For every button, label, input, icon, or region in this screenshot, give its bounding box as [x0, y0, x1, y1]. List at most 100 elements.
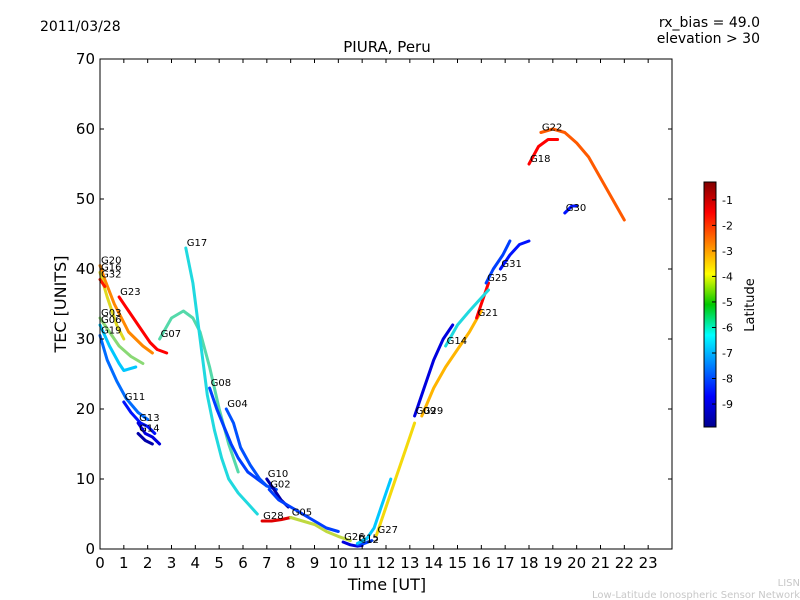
series-line-g17: [184, 246, 259, 516]
series-line-g03: [98, 316, 145, 365]
series-line-g14: [136, 432, 154, 446]
rx-bias-label: rx_bias = 49.0: [659, 15, 760, 31]
series-line-g09: [413, 323, 455, 418]
x-tick-label: 4: [191, 554, 201, 572]
colorbar-ticks: -1 -2 -3 -4 -5 -6 -7 -8 -9: [712, 194, 733, 411]
plot-area: G20G16G32G23G03G06G19G11G13G14G07G17G08G…: [76, 50, 673, 572]
series-label: G32: [101, 270, 121, 281]
series-label: G18: [530, 154, 550, 165]
x-tick-label: 16: [472, 554, 491, 572]
series-label: G08: [211, 378, 231, 389]
x-tick-label: 21: [591, 554, 610, 572]
series-label: G22: [542, 123, 562, 134]
series-line-g30: [563, 204, 579, 215]
series-label: G02: [270, 480, 290, 491]
colorbar-tick-label: -9: [722, 398, 733, 411]
x-tick-label: 19: [543, 554, 562, 572]
x-tick-label: 2: [143, 554, 153, 572]
series-line-g22: [539, 127, 626, 222]
x-tick-label: 8: [286, 554, 296, 572]
x-tick-label: 22: [615, 554, 634, 572]
series-label: G21: [478, 308, 498, 319]
series-layer: G20G16G32G23G03G06G19G11G13G14G07G17G08G…: [98, 123, 626, 548]
x-tick-label: 20: [567, 554, 586, 572]
date-label: 2011/03/28: [40, 19, 121, 35]
series-label: G27: [378, 525, 398, 536]
colorbar-tick-label: -8: [722, 373, 733, 386]
colorbar-label: Latitude: [743, 278, 758, 332]
series-line-g25: [484, 239, 512, 285]
colorbar-tick-label: -6: [722, 321, 733, 334]
x-tick-label: 15: [448, 554, 467, 572]
watermark-network: Low-Latitude Ionospheric Sensor Network: [592, 590, 800, 600]
series-line-g08: [208, 386, 269, 488]
series-line-g02: [267, 488, 340, 533]
x-tick-label: 9: [310, 554, 320, 572]
series-label: G07: [161, 329, 181, 340]
series-label: G20: [101, 256, 121, 267]
series-line-g15: [355, 477, 393, 545]
colorbar-gradient: [703, 181, 717, 428]
x-tick-label: 13: [400, 554, 419, 572]
x-tick-label: 18: [519, 554, 538, 572]
series-line-g29: [420, 309, 483, 418]
series-label: G19: [101, 326, 121, 337]
colorbar-tick-label: -5: [722, 296, 733, 309]
colorbar-tick-label: -3: [722, 245, 733, 258]
series-label: G14: [447, 336, 467, 347]
x-tick-label: 5: [214, 554, 224, 572]
x-tick-label: 10: [329, 554, 348, 572]
x-tick-label: 23: [639, 554, 658, 572]
y-tick-label: 40: [76, 260, 95, 278]
x-tick-label: 3: [167, 554, 177, 572]
x-axis: 0 1 2 3 4 5 6 7 8 9 10 11 12 13 14 15 16 17 18 19 20 21 22 23: [95, 59, 658, 572]
watermark-lisn: LISN: [778, 578, 800, 589]
y-tick-label: 10: [76, 470, 95, 488]
series-label: G26: [344, 532, 364, 543]
series-label: G09: [416, 406, 436, 417]
x-tick-label: 0: [95, 554, 105, 572]
series-line-g13: [136, 421, 162, 446]
colorbar-tick-label: -2: [722, 219, 733, 232]
series-label: G15: [358, 533, 378, 544]
series-line-g05: [289, 516, 352, 543]
series-label: G12: [358, 535, 378, 546]
y-axis-label: TEC [UNITS]: [51, 256, 70, 354]
series-label: G17: [187, 238, 207, 249]
series-line-g28: [260, 516, 293, 523]
y-tick-label: 20: [76, 400, 95, 418]
series-label: G05: [292, 508, 312, 519]
series-line-g11: [122, 400, 157, 435]
x-tick-label: 12: [376, 554, 395, 572]
series-label: G29: [423, 406, 443, 417]
y-tick-label: 60: [76, 120, 95, 138]
series-line-g27: [375, 421, 417, 537]
series-label: G31: [501, 259, 521, 270]
series-label: G06: [101, 315, 121, 326]
series-line-g21: [475, 281, 490, 320]
series-label: G23: [120, 287, 140, 298]
x-tick-label: 14: [424, 554, 443, 572]
y-tick-label: 30: [76, 330, 95, 348]
x-tick-label: 7: [262, 554, 272, 572]
series-label: G25: [487, 273, 507, 284]
colorbar-tick-label: -7: [722, 347, 733, 360]
series-line-g31: [498, 239, 531, 271]
series-line-g14: [444, 288, 490, 348]
y-tick-label: 50: [76, 190, 95, 208]
chart-title: PIURA, Peru: [343, 38, 430, 56]
y-tick-label: 70: [76, 50, 95, 68]
series-label: G04: [227, 399, 247, 410]
series-line-g19: [98, 334, 150, 421]
colorbar-tick-label: -1: [722, 194, 733, 207]
series-label: G30: [566, 203, 586, 214]
series-line-g23: [117, 295, 169, 355]
colorbar: -1 -2 -3 -4 -5 -6 -7 -8 -9 Latitude: [703, 181, 758, 428]
series-label: G11: [125, 392, 145, 403]
series-line-g32: [98, 278, 107, 288]
x-axis-label: Time [UT]: [347, 575, 426, 594]
series-line-g04: [224, 407, 278, 491]
series-label: G14: [139, 424, 159, 435]
series-label: G03: [101, 308, 121, 319]
